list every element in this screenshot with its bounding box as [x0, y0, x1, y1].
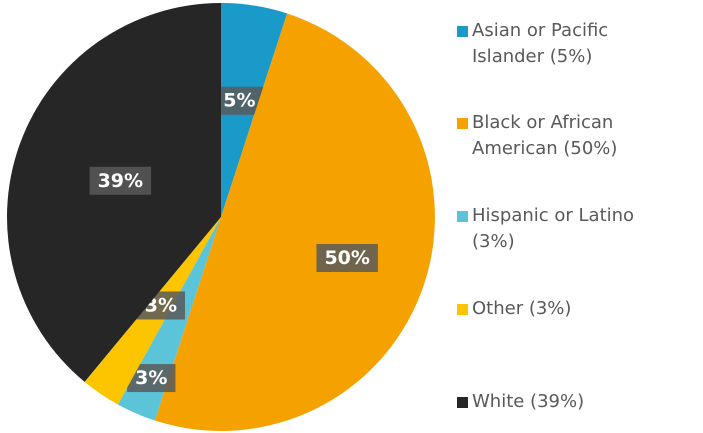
legend-item: Asian or Pacific Islander (5%) — [457, 18, 697, 70]
data-label: 39% — [89, 166, 152, 195]
legend-swatch — [457, 211, 468, 222]
legend-swatch — [457, 26, 468, 37]
pie-slice — [154, 13, 435, 431]
data-label-text: 5% — [223, 90, 255, 112]
legend-label: Asian or Pacific Islander (5%) — [472, 20, 609, 67]
data-label: 3% — [127, 364, 176, 393]
legend-item: Other (3%) — [457, 296, 697, 322]
data-label: 50% — [316, 244, 378, 273]
data-label-text: 3% — [135, 367, 167, 389]
data-label: 5% — [215, 86, 264, 115]
legend-swatch — [457, 118, 468, 129]
legend-label: Hispanic or Latino (3%) — [472, 205, 635, 252]
data-label-text: 39% — [98, 170, 143, 192]
data-label-text: 50% — [324, 247, 369, 269]
data-label-box — [89, 166, 152, 195]
legend-item: White (39%) — [457, 389, 697, 415]
data-label-box — [215, 86, 264, 115]
legend-item: Hispanic or Latino (3%) — [457, 203, 697, 255]
legend-item: Black or African American (50%) — [457, 110, 697, 162]
data-label-text: 3% — [145, 294, 177, 316]
legend-label: Other (3%) — [472, 298, 572, 319]
data-label-box — [316, 244, 378, 273]
legend-label: White (39%) — [472, 391, 585, 412]
legend-swatch — [457, 304, 468, 315]
legend-label: Black or African American (50%) — [472, 112, 618, 159]
pie-area: 5% 50% 3% 3% 39% — [7, 2, 435, 431]
legend-swatch — [457, 397, 468, 408]
